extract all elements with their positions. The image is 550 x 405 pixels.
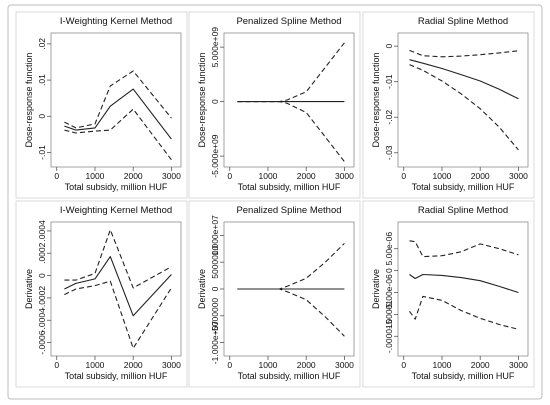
y-tick-label: -1.000e+07 (210, 321, 220, 365)
confidence-bound-line (237, 243, 345, 290)
y-tick-label: 5.000e+09 (210, 27, 220, 68)
x-axis-title: Total subsidy, million HUF (238, 371, 341, 381)
y-tick-label: .01 (37, 74, 47, 86)
x-tick-label: 2000 (124, 360, 143, 370)
x-tick-label: 1000 (86, 360, 105, 370)
y-tick-label: -.03 (384, 145, 394, 160)
x-tick-label: 1000 (433, 360, 452, 370)
y-tick-label: 0 (384, 268, 394, 273)
y-axis-title: Dose-response function (371, 52, 381, 147)
y-tick-label: -.02 (384, 110, 394, 125)
y-axis-title: Derivative (371, 269, 381, 309)
x-tick-label: 1000 (259, 360, 278, 370)
chart-title: Penalized Spline Method (236, 205, 341, 216)
x-tick-label: 0 (227, 171, 232, 181)
plot-region (223, 32, 355, 168)
x-tick-label: 0 (401, 171, 406, 181)
y-tick-label: 0 (37, 114, 47, 119)
y-tick-label: 0 (210, 99, 220, 104)
y-tick-label: -.00001 (384, 300, 394, 329)
y-tick-label: 0 (210, 286, 220, 291)
y-tick-label: .0004 (37, 220, 47, 242)
y-tick-label: -5.000e+09 (210, 134, 220, 178)
confidence-bound-line (237, 101, 345, 162)
x-tick-label: 0 (54, 171, 59, 181)
x-tick-label: 2000 (297, 171, 316, 181)
confidence-bound-line (237, 288, 345, 337)
chart-panel-1: I-Weighting Kernel Method 0 1000 2000 3000 -.… (15, 11, 188, 199)
plot-region (397, 32, 529, 168)
figure-border (7, 4, 543, 400)
confidence-bound-line (409, 49, 519, 58)
chart-panel-6: Radial Spline Method 0 1000 2000 3000 -.00001… (362, 200, 535, 388)
x-axis-title: Total subsidy, million HUF (65, 371, 168, 381)
x-tick-label: 3000 (335, 360, 354, 370)
chart-panel-5: Penalized Spline Method 0 1000 2000 3000 -1.0… (188, 200, 361, 388)
x-tick-label: 3000 (162, 360, 181, 370)
x-tick-label: 1000 (259, 171, 278, 181)
y-tick-label: -.000015 (384, 319, 394, 353)
x-tick-label: 0 (54, 360, 59, 370)
y-tick-label: 5000000 (210, 245, 220, 278)
x-tick-label: 2000 (471, 360, 490, 370)
y-tick-label: .0002 (37, 242, 47, 264)
y-axis-title: Dose-response function (197, 52, 207, 147)
confidence-bound-line (409, 64, 519, 151)
chart-panel-4: I-Weighting Kernel Method 0 1000 2000 3000 -.… (15, 200, 188, 388)
x-tick-label: 3000 (162, 171, 181, 181)
estimate-line (64, 88, 172, 140)
x-tick-label: 2000 (471, 171, 490, 181)
chart-title: I-Weighting Kernel Method (60, 205, 172, 216)
chart-title: Radial Spline Method (418, 205, 508, 216)
estimate-line (64, 256, 172, 317)
y-tick-label: 5.00e-06 (384, 232, 394, 266)
x-tick-label: 1000 (433, 171, 452, 181)
confidence-bound-line (237, 42, 345, 103)
x-tick-label: 2000 (124, 171, 143, 181)
y-tick-label: -5.00e-06 (384, 274, 394, 311)
y-tick-label: .02 (37, 38, 47, 50)
chart-panel-2: Penalized Spline Method 0 1000 2000 3000 -5.0… (188, 11, 361, 199)
confidence-bound-line (64, 280, 172, 349)
x-tick-label: 2000 (297, 360, 316, 370)
confidence-bound-line (409, 295, 519, 330)
y-tick-label: -.01 (37, 145, 47, 160)
y-tick-label: -5000000 (210, 298, 220, 334)
y-tick-label: -.01 (384, 74, 394, 89)
plot-region (50, 221, 182, 357)
confidence-bound-line (409, 240, 519, 258)
y-tick-label: 0 (384, 44, 394, 49)
confidence-bound-line (64, 108, 172, 161)
chart-title: Radial Spline Method (418, 16, 508, 27)
x-tick-label: 0 (401, 360, 406, 370)
y-tick-label: -.0004 (37, 308, 47, 332)
chart-panel-3: Radial Spline Method 0 1000 2000 3000 -.03 -.0… (362, 11, 535, 199)
y-tick-label: -.0006 (37, 330, 47, 354)
x-tick-label: 3000 (509, 360, 528, 370)
y-axis-title: Derivative (197, 269, 207, 309)
y-tick-label: 0 (37, 273, 47, 278)
y-axis-title: Dose-response function (24, 52, 34, 147)
x-tick-label: 3000 (509, 171, 528, 181)
x-axis-title: Total subsidy, million HUF (412, 182, 515, 192)
x-axis-title: Total subsidy, million HUF (65, 182, 168, 192)
chart-title: I-Weighting Kernel Method (60, 16, 172, 27)
y-axis-title: Derivative (24, 269, 34, 309)
confidence-bound-line (64, 70, 172, 129)
x-tick-label: 1000 (86, 171, 105, 181)
estimate-line (409, 59, 519, 100)
y-tick-label: 1.000e+07 (210, 215, 220, 256)
chart-title: Penalized Spline Method (236, 16, 341, 27)
x-axis-title: Total subsidy, million HUF (412, 371, 515, 381)
y-tick-label: -.0002 (37, 286, 47, 310)
x-axis-title: Total subsidy, million HUF (238, 182, 341, 192)
confidence-bound-line (64, 229, 172, 289)
x-tick-label: 3000 (335, 171, 354, 181)
x-tick-label: 0 (227, 360, 232, 370)
estimate-line (409, 273, 519, 294)
